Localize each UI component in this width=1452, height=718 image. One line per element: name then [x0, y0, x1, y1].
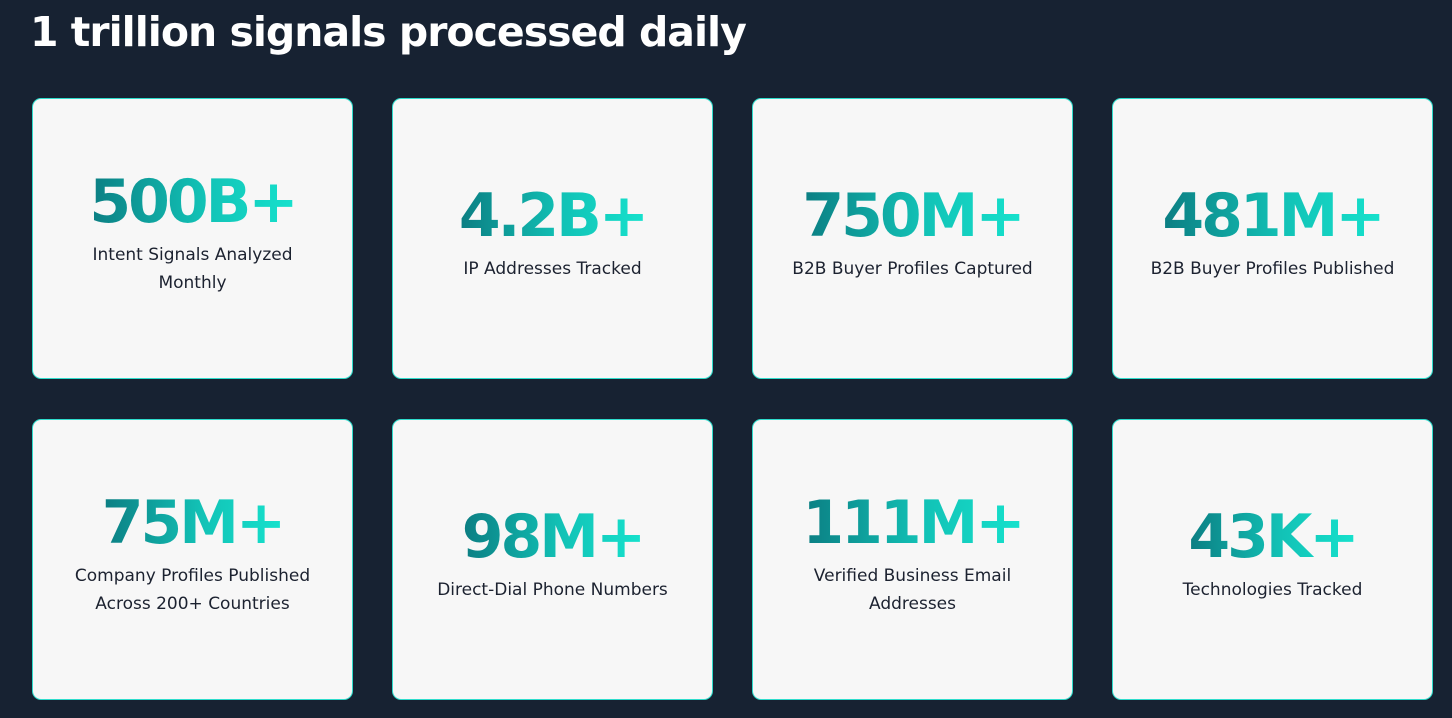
stat-card: 481M+ B2B Buyer Profiles Published [1112, 98, 1433, 379]
stat-value: 75M+ [101, 487, 286, 558]
stat-label: Intent Signals Analyzed Monthly [92, 244, 293, 293]
stat-label: Verified Business Email Addresses [813, 565, 1012, 614]
stat-card: 98M+ Direct-Dial Phone Numbers [392, 419, 713, 700]
stat-label: Technologies Tracked [1182, 579, 1363, 600]
section-title: 1 trillion signals processed daily [30, 8, 747, 56]
stat-card: 4.2B+ IP Addresses Tracked [392, 98, 713, 379]
stat-label: B2B Buyer Profiles Published [1150, 258, 1395, 279]
stat-label: Direct-Dial Phone Numbers [437, 579, 668, 600]
stat-label: IP Addresses Tracked [463, 258, 642, 279]
stat-value: 111M+ [802, 487, 1025, 558]
stat-label: Company Profiles Published Across 200+ C… [74, 565, 311, 614]
stat-value: 43K+ [1188, 501, 1359, 572]
stat-card: 43K+ Technologies Tracked [1112, 419, 1433, 700]
stat-card: 750M+ B2B Buyer Profiles Captured [752, 98, 1073, 379]
stat-label: B2B Buyer Profiles Captured [792, 258, 1033, 279]
stat-value: 481M+ [1162, 180, 1385, 251]
stat-card: 500B+ Intent Signals Analyzed Monthly [32, 98, 353, 379]
stat-card: 111M+ Verified Business Email Addresses [752, 419, 1073, 700]
stat-value: 500B+ [89, 166, 298, 237]
stat-value: 750M+ [802, 180, 1025, 251]
stat-value: 4.2B+ [458, 180, 649, 251]
stat-card: 75M+ Company Profiles Published Across 20… [32, 419, 353, 700]
stat-value: 98M+ [461, 501, 646, 572]
stats-grid: 500B+ Intent Signals Analyzed Monthly 4.2B… [32, 98, 1433, 700]
